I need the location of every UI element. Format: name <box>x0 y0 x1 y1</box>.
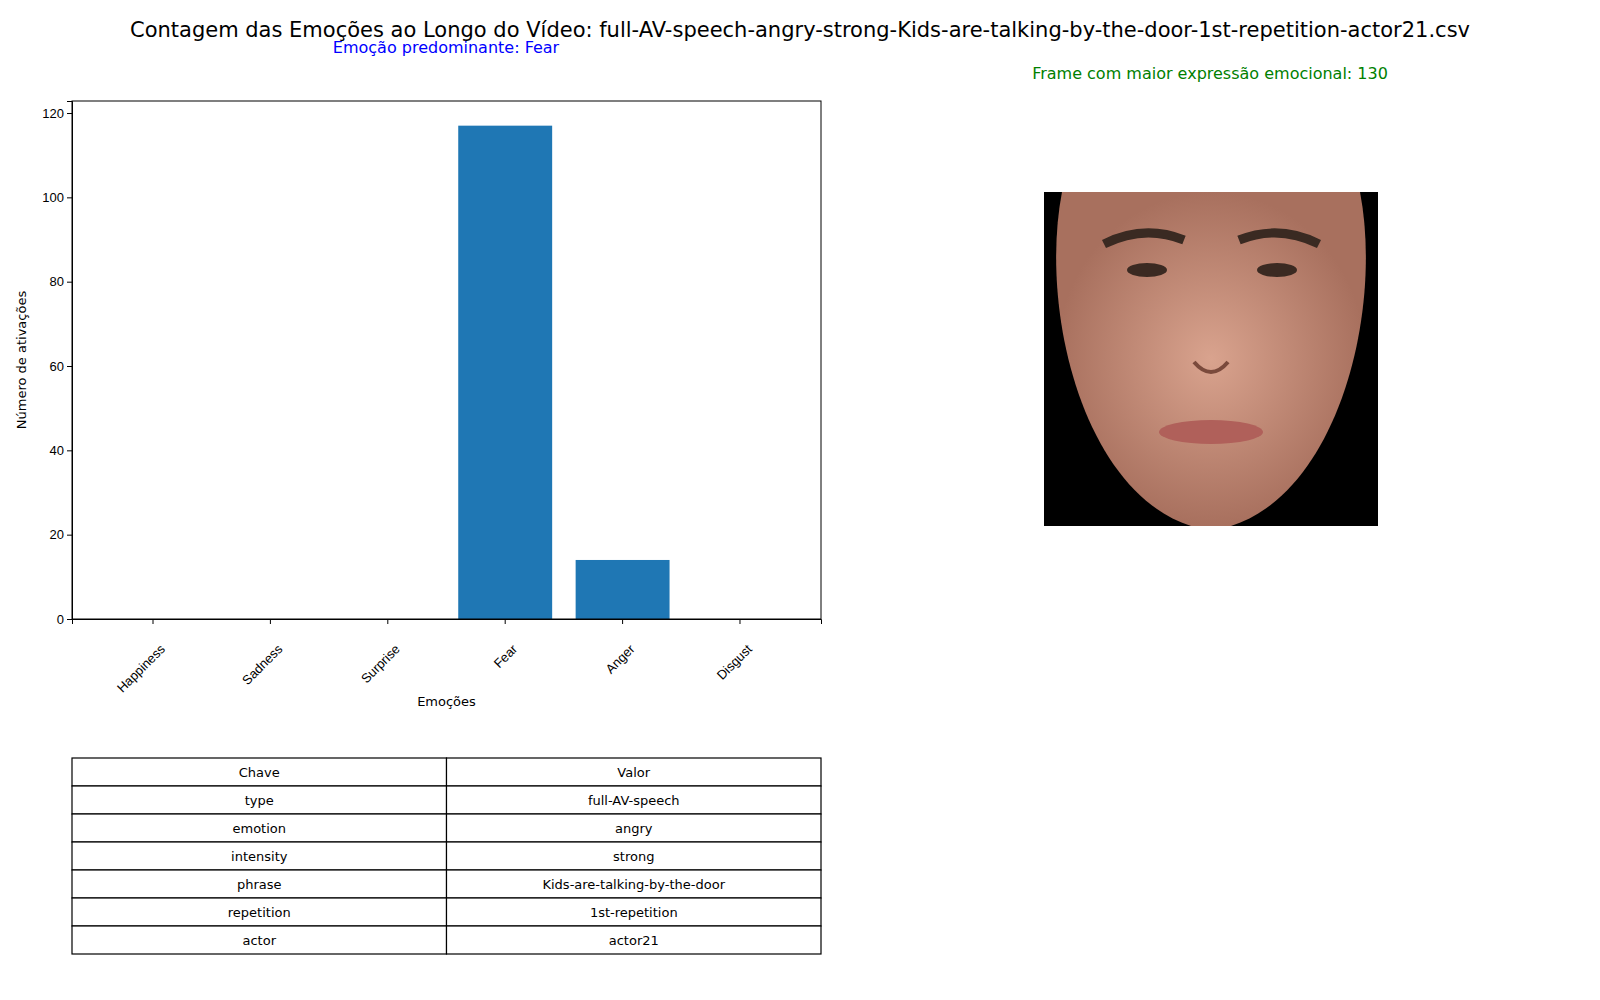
table-cell-border <box>447 758 822 786</box>
y-tick-mark <box>67 450 72 451</box>
table-cell-border <box>72 898 447 926</box>
table-cell: actor21 <box>609 933 659 948</box>
table-cell-border <box>72 814 447 842</box>
y-tick: 100 <box>42 190 72 205</box>
plot-frame <box>72 101 821 619</box>
table-cell: angry <box>615 821 653 836</box>
table-cell: strong <box>613 849 654 864</box>
y-tick-label: 80 <box>50 274 64 289</box>
table-cell-border <box>72 786 447 814</box>
table-cell-border <box>72 842 447 870</box>
table: Chave Valor type full-AV-speech emotion angry… <box>72 758 821 954</box>
table-cell-border <box>72 870 447 898</box>
x-tick: Surprise <box>358 619 403 686</box>
y-tick-mark <box>67 113 72 114</box>
table-cell-border <box>447 814 822 842</box>
y-axis-title: Número de ativações <box>14 291 29 430</box>
y-tick-mark <box>67 619 72 620</box>
table-cell-border <box>72 926 447 954</box>
y-tick-mark <box>67 366 72 367</box>
eyebrow <box>1239 233 1319 244</box>
x-tick: Sadness <box>239 619 286 688</box>
subtitle: Emoção predominante: Fear <box>333 38 560 57</box>
mouth <box>1159 420 1263 444</box>
title: Contagem das Emoções ao Longo do Vídeo: … <box>130 18 1470 42</box>
table-cell: repetition <box>228 905 291 920</box>
x-tick-label: Anger <box>602 641 638 677</box>
y-tick-mark <box>67 282 72 283</box>
nose <box>1194 362 1228 372</box>
table-cell: emotion <box>232 821 286 836</box>
x-axis: Happiness Sadness Surprise Fear Anger Disgust <box>73 619 822 695</box>
x-tick-label: Happiness <box>114 641 168 695</box>
x-tick: Happiness <box>114 619 168 695</box>
y-tick-mark <box>67 535 72 536</box>
table-cell: phrase <box>237 877 282 892</box>
x-tick-mark <box>387 619 388 624</box>
y-tick: 40 <box>50 443 72 458</box>
x-tick-label: Sadness <box>239 641 286 688</box>
y-tick-label: 120 <box>42 106 64 121</box>
face-skin <box>1056 192 1366 526</box>
x-tick-label: Disgust <box>714 641 756 683</box>
figure: Contagem das Emoções ao Longo do Vídeo: … <box>0 0 1600 1000</box>
table-header: Valor <box>617 765 650 780</box>
table-cell-border <box>447 842 822 870</box>
table-cell: 1st-repetition <box>590 905 678 920</box>
eyebrow <box>1104 233 1184 244</box>
x-tick-mark <box>505 619 506 624</box>
y-tick: 20 <box>50 527 72 542</box>
y-tick-label: 40 <box>50 443 64 458</box>
x-axis-line <box>73 620 822 625</box>
table-header: Chave <box>239 765 280 780</box>
y-tick-mark <box>67 197 72 198</box>
y-axis-line <box>67 102 73 620</box>
y-tick-label: 100 <box>42 190 64 205</box>
y-tick: 0 <box>57 612 72 627</box>
x-tick-mark <box>270 619 271 624</box>
table-cell-border <box>447 786 822 814</box>
y-tick: 120 <box>42 106 72 121</box>
annotation: Frame com maior expressão emocional: 130 <box>1032 64 1388 83</box>
y-tick-label: 60 <box>50 359 64 374</box>
table-cell-border <box>447 870 822 898</box>
x-tick: Anger <box>602 619 638 677</box>
x-tick-mark <box>153 619 154 624</box>
y-tick: 80 <box>50 274 72 289</box>
y-tick-label: 20 <box>50 527 64 542</box>
eye <box>1127 263 1167 277</box>
y-tick: 60 <box>50 359 72 374</box>
x-tick-label: Surprise <box>358 641 403 686</box>
eye <box>1257 263 1297 277</box>
x-tick-label: Fear <box>491 641 521 671</box>
bar <box>458 126 552 619</box>
x-tick-mark <box>739 619 740 624</box>
table-cell: Kids-are-talking-by-the-door <box>542 877 725 892</box>
table-cell-border <box>447 898 822 926</box>
x-axis-title: Emoções <box>417 694 476 709</box>
x-tick: Disgust <box>714 619 756 683</box>
table-cell: actor <box>242 933 276 948</box>
table-cell: type <box>245 793 274 808</box>
image-background <box>1044 192 1378 526</box>
x-tick-mark <box>622 619 623 624</box>
table-cell: full-AV-speech <box>588 793 680 808</box>
bars <box>458 126 669 619</box>
table-cell: intensity <box>231 849 288 864</box>
table-cell-border <box>72 758 447 786</box>
table-cell-border <box>447 926 822 954</box>
x-tick: Fear <box>491 619 521 671</box>
face-image <box>1044 192 1378 526</box>
y-tick-label: 0 <box>57 612 64 627</box>
bar <box>576 560 670 619</box>
y-axis: 0 20 40 60 80 100 120 <box>42 102 72 627</box>
